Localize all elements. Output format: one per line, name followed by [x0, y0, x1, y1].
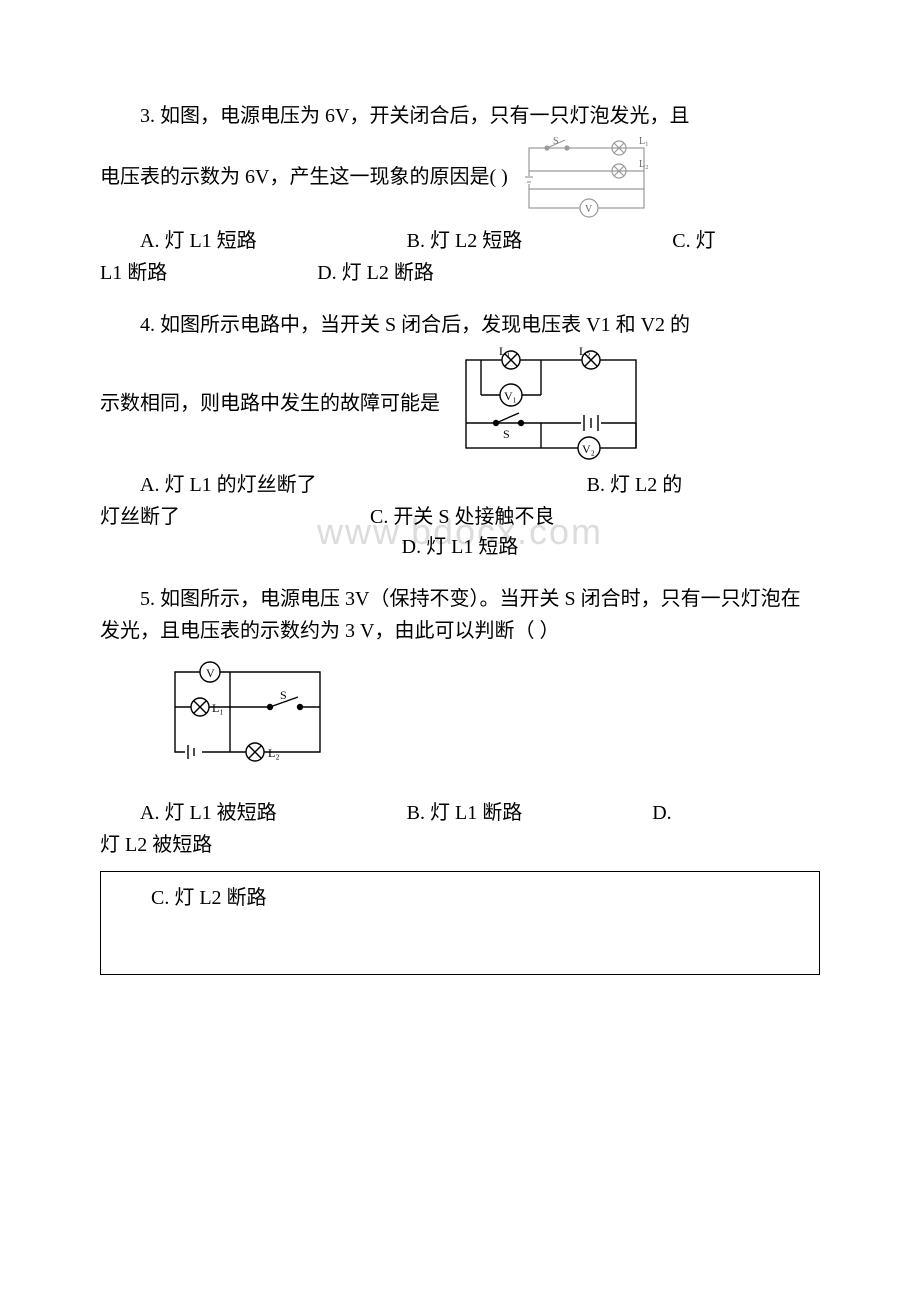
- q3-circuit-svg: S L₁ L₂ V: [519, 136, 659, 221]
- q3-optB: B. 灯 L2 短路: [407, 230, 523, 252]
- q5-circuit-diagram: V L₁ S L₂: [160, 657, 820, 777]
- question-4: 4. 如图所示电路中，当开关 S 闭合后，发现电压表 V1 和 V2 的 示数相…: [100, 309, 820, 563]
- q3-optA: A. 灯 L1 短路: [140, 230, 257, 252]
- q5-optD2: 灯 L2 被短路: [100, 834, 212, 856]
- q5-optB: B. 灯 L1 断路: [407, 802, 523, 824]
- q5-optA: A. 灯 L1 被短路: [140, 802, 277, 824]
- q3-optD: D. 灯 L2 断路: [317, 262, 434, 284]
- q4-options: A. 灯 L1 的灯丝断了 B. 灯 L2 的: [100, 469, 820, 501]
- svg-text:L₂: L₂: [268, 746, 280, 760]
- q3-options-line2: L1 断路 D. 灯 L2 断路: [100, 257, 820, 289]
- q4-optD: D. 灯 L1 短路: [402, 536, 519, 558]
- q5-options-line2: 灯 L2 被短路: [100, 829, 820, 861]
- q5-optC: C. 灯 L2 断路: [111, 882, 809, 914]
- q4-options-line2: 灯丝断了 C. 开关 S 处接触不良: [100, 501, 820, 533]
- svg-text:V₁: V₁: [504, 389, 517, 403]
- q3-optC: C. 灯: [672, 230, 715, 252]
- q4-circuit-svg: L₁ L₂ V₁ V₂ S: [451, 345, 651, 465]
- q4-line2: 示数相同，则电路中发生的故障可能是: [100, 345, 820, 465]
- svg-text:L₂: L₂: [579, 345, 591, 358]
- svg-text:V: V: [585, 204, 593, 215]
- svg-text:L₁: L₁: [212, 701, 224, 715]
- q3-circuit-diagram: S L₁ L₂ V: [519, 136, 659, 221]
- svg-text:V: V: [206, 666, 215, 680]
- q4-optA: A. 灯 L1 的灯丝断了: [140, 474, 317, 496]
- q4-optC: C. 开关 S 处接触不良: [370, 506, 554, 528]
- q3-line1: 3. 如图，电源电压为 6V，开关闭合后，只有一只灯泡发光，且: [100, 100, 820, 132]
- q4-line1: 4. 如图所示电路中，当开关 S 闭合后，发现电压表 V1 和 V2 的: [100, 309, 820, 341]
- q4-optB2: 灯丝断了: [100, 506, 180, 528]
- svg-text:S: S: [280, 688, 287, 702]
- q4-optB: B. 灯 L2 的: [587, 474, 683, 496]
- q5-options: A. 灯 L1 被短路 B. 灯 L1 断路 D.: [100, 797, 820, 829]
- svg-text:L₁: L₁: [639, 136, 649, 147]
- q5-line1: 5. 如图所示，电源电压 3V（保持不变）。当开关 S 闭合时，只有一只灯泡在发…: [100, 583, 820, 647]
- svg-text:L₁: L₁: [499, 345, 511, 358]
- svg-text:S: S: [503, 427, 510, 441]
- q5-circuit-svg: V L₁ S L₂: [160, 657, 340, 777]
- q4-line2-text: 示数相同，则电路中发生的故障可能是: [100, 393, 440, 415]
- svg-text:S: S: [553, 136, 559, 147]
- q3-line2: 电压表的示数为 6V，产生这一现象的原因是( ): [100, 136, 820, 221]
- svg-text:V₂: V₂: [582, 442, 595, 456]
- q3-line2-text: 电压表的示数为 6V，产生这一现象的原因是( ): [100, 166, 508, 188]
- q5-boxed-option: C. 灯 L2 断路: [100, 871, 820, 975]
- q3-options: A. 灯 L1 短路 B. 灯 L2 短路 C. 灯: [100, 225, 820, 257]
- q4-optD-wrap: D. 灯 L1 短路: [100, 531, 820, 563]
- q5-optD: D.: [652, 802, 671, 824]
- q3-optC2: L1 断路: [100, 262, 167, 284]
- q4-circuit-diagram: L₁ L₂ V₁ V₂ S: [451, 345, 651, 465]
- question-3: 3. 如图，电源电压为 6V，开关闭合后，只有一只灯泡发光，且 电压表的示数为 …: [100, 100, 820, 289]
- svg-text:L₂: L₂: [639, 159, 649, 170]
- question-5: 5. 如图所示，电源电压 3V（保持不变）。当开关 S 闭合时，只有一只灯泡在发…: [100, 583, 820, 975]
